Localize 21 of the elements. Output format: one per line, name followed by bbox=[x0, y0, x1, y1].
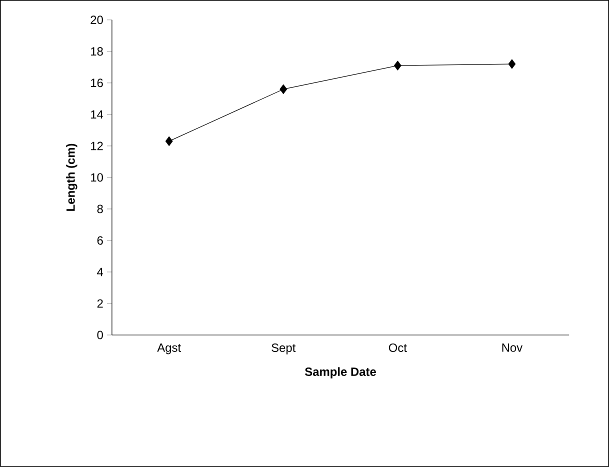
x-tick-label: Agst bbox=[157, 344, 181, 354]
x-tick-label: Nov bbox=[502, 344, 523, 352]
point bbox=[165, 136, 173, 146]
y-tick-label: 8 bbox=[97, 204, 103, 214]
y-tick-label: 18 bbox=[91, 47, 103, 56]
y-tick-label: 4 bbox=[97, 268, 104, 276]
point bbox=[394, 60, 402, 70]
x-tick-label: Oct bbox=[388, 344, 407, 352]
y-tick-label: 20 bbox=[90, 16, 103, 24]
y-tick-label: 16 bbox=[91, 78, 103, 88]
y-tick-label: 0 bbox=[97, 330, 103, 340]
point bbox=[280, 84, 288, 94]
y-tick-label: 14 bbox=[91, 110, 104, 119]
y-tick-label: 12 bbox=[91, 142, 103, 150]
point bbox=[508, 59, 516, 69]
x-axis-title: Sample Date bbox=[304, 367, 376, 378]
y-axis-title: Length (cm) bbox=[66, 144, 78, 211]
x-tick-label: Sept bbox=[272, 344, 296, 354]
y-tick-label: 6 bbox=[97, 236, 103, 245]
y-tick-label: 2 bbox=[97, 299, 103, 308]
y-tick-label: 10 bbox=[91, 173, 103, 182]
